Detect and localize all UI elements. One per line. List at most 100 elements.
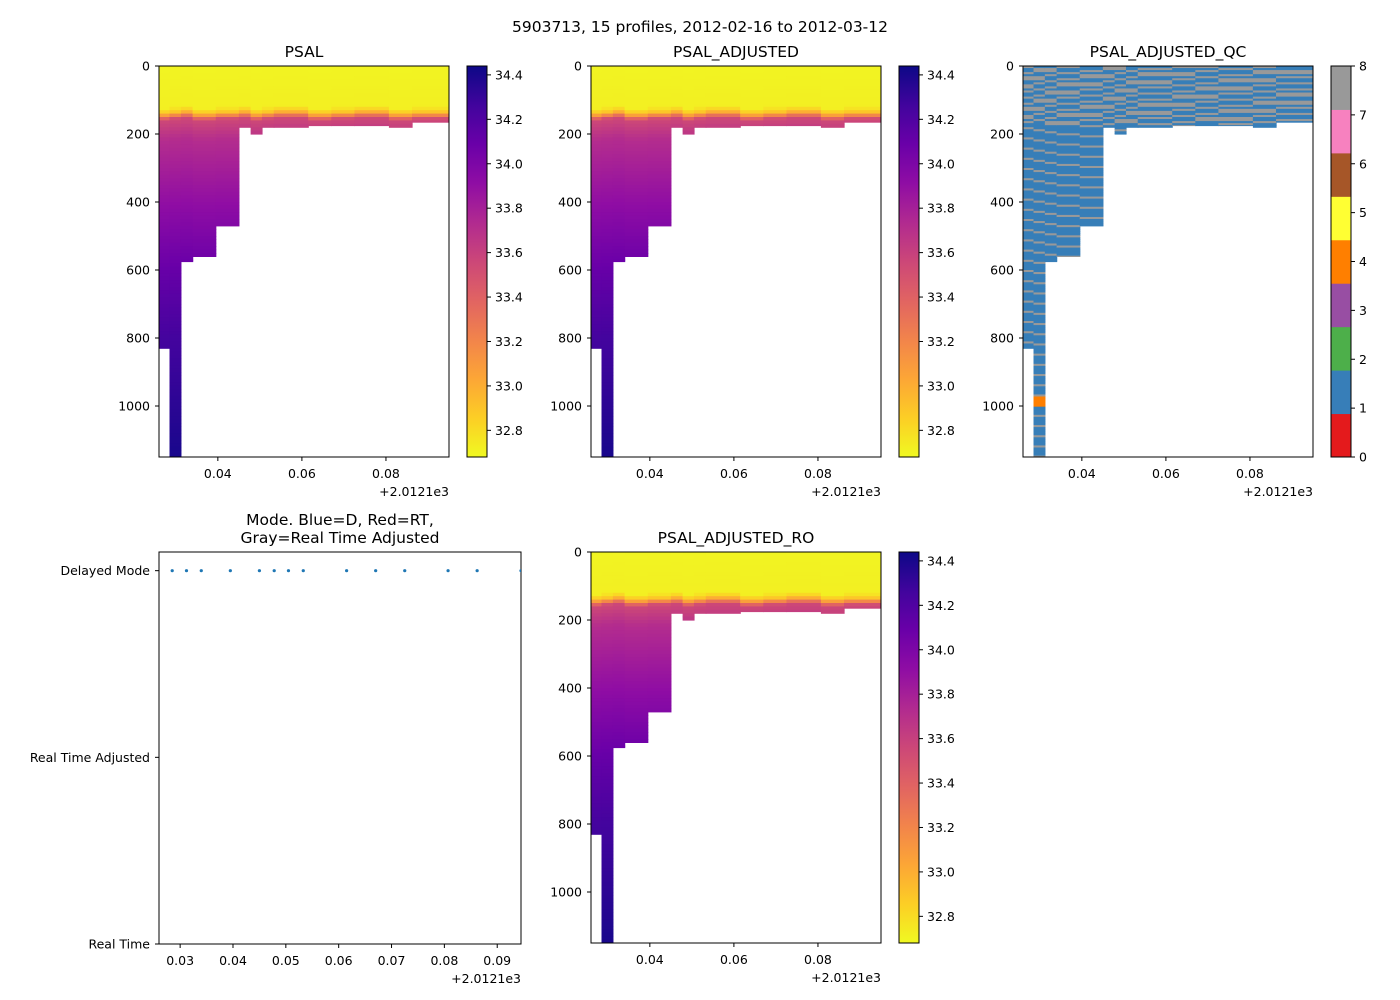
heatmap-cell <box>180 86 194 91</box>
heatmap-cell <box>1056 84 1081 87</box>
heatmap-cell <box>215 198 240 203</box>
heatmap-cell <box>1102 68 1116 71</box>
heatmap-cell <box>591 89 603 94</box>
heatmap-cell <box>740 603 764 607</box>
heatmap-cell <box>763 93 788 98</box>
y-category-label: Delayed Mode <box>60 563 150 578</box>
heatmap-cell <box>1023 139 1035 143</box>
mode-point <box>446 569 450 573</box>
heatmap-cell <box>763 582 788 587</box>
heatmap-cell <box>169 392 182 397</box>
panel-title-line-2: Gray=Real Time Adjusted <box>240 529 439 547</box>
heatmap-cell <box>682 72 695 77</box>
heatmap-cell <box>601 416 614 421</box>
heatmap-cell <box>1218 86 1254 90</box>
heatmap-cell <box>786 579 822 584</box>
heatmap-cell <box>682 66 695 70</box>
heatmap-cell <box>591 827 603 832</box>
heatmap-cell <box>1033 367 1046 371</box>
heatmap-cell <box>192 232 217 237</box>
heatmap-cell <box>693 558 707 563</box>
heatmap-cell <box>740 123 764 127</box>
heatmap-cell <box>1044 90 1058 94</box>
heatmap-cell <box>169 100 182 104</box>
heatmap-cell <box>169 409 182 414</box>
heatmap-cell <box>1276 72 1313 75</box>
heatmap-cell <box>647 103 672 108</box>
heatmap-cell <box>786 76 822 81</box>
heatmap-cell <box>591 667 603 672</box>
heatmap-cell <box>601 276 614 281</box>
heatmap-cell <box>273 66 309 70</box>
heatmap-cell <box>591 106 603 111</box>
heatmap-cell <box>682 589 695 594</box>
heatmap-cell <box>1172 119 1196 122</box>
heatmap-cell <box>169 382 182 387</box>
heatmap-cell <box>1044 206 1058 210</box>
heatmap-cell <box>844 86 881 91</box>
heatmap-cell <box>1033 282 1046 285</box>
heatmap-cell <box>169 106 182 111</box>
heatmap-cell <box>1114 117 1127 120</box>
heatmap-cell <box>1023 331 1035 334</box>
heatmap-cell <box>1056 214 1081 218</box>
heatmap-cell <box>1033 298 1046 302</box>
heatmap-cell <box>601 708 614 713</box>
heatmap-cell <box>693 596 707 601</box>
heatmap-cell <box>1033 194 1046 198</box>
heatmap-cell <box>612 123 626 128</box>
heatmap-cell <box>647 130 672 135</box>
heatmap-cell <box>682 558 695 563</box>
heatmap-cell <box>682 606 695 611</box>
heatmap-cell <box>1276 88 1313 92</box>
heatmap-cell <box>1023 300 1035 304</box>
heatmap-cell <box>624 249 649 254</box>
heatmap-cell <box>624 113 649 118</box>
heatmap-cell <box>1276 74 1313 77</box>
heatmap-cell <box>308 110 332 115</box>
heatmap-cell <box>1079 212 1104 216</box>
heatmap-cell <box>705 565 741 570</box>
heatmap-cell <box>601 647 614 652</box>
heatmap-cell <box>159 317 171 322</box>
heatmap-cell <box>705 558 741 563</box>
heatmap-cell <box>1033 280 1046 283</box>
heatmap-cell <box>215 93 240 98</box>
heatmap-cell <box>705 575 741 580</box>
heatmap-cell <box>612 117 626 121</box>
heatmap-cell <box>624 677 649 682</box>
heatmap-cell <box>1044 151 1058 155</box>
heatmap-cell <box>705 76 741 81</box>
heatmap-cell <box>612 654 626 658</box>
heatmap-cell <box>612 609 626 614</box>
heatmap-cell <box>693 120 707 125</box>
heatmap-cell <box>169 419 182 424</box>
x-tick-label: 0.04 <box>204 466 232 481</box>
heatmap-cell <box>1033 449 1046 453</box>
heatmap-cell <box>169 378 182 383</box>
heatmap-cell <box>601 314 614 319</box>
heatmap-cell <box>647 586 672 590</box>
heatmap-cell <box>1102 98 1116 102</box>
heatmap-cell <box>601 915 614 920</box>
heatmap-cell <box>192 96 217 101</box>
heatmap-cell <box>412 96 449 101</box>
heatmap-cell <box>1023 337 1035 340</box>
heatmap-cell <box>624 647 649 652</box>
y-tick-label: 200 <box>990 127 1014 142</box>
heatmap-cell <box>1044 257 1058 261</box>
heatmap-cell <box>624 606 649 611</box>
heatmap-cell <box>1033 355 1046 359</box>
heatmap-cell <box>670 582 684 587</box>
heatmap-cell <box>1033 410 1046 414</box>
heatmap-cell <box>763 96 788 101</box>
heatmap-cell <box>647 575 672 580</box>
heatmap-cell <box>1033 110 1046 114</box>
heatmap-cell <box>624 151 649 155</box>
heatmap-cell <box>1114 123 1127 126</box>
heatmap-cell <box>820 93 845 98</box>
heatmap-cell <box>354 123 390 127</box>
heatmap-cell <box>388 83 413 87</box>
heatmap-cell <box>670 69 684 74</box>
heatmap-cell <box>601 834 614 839</box>
